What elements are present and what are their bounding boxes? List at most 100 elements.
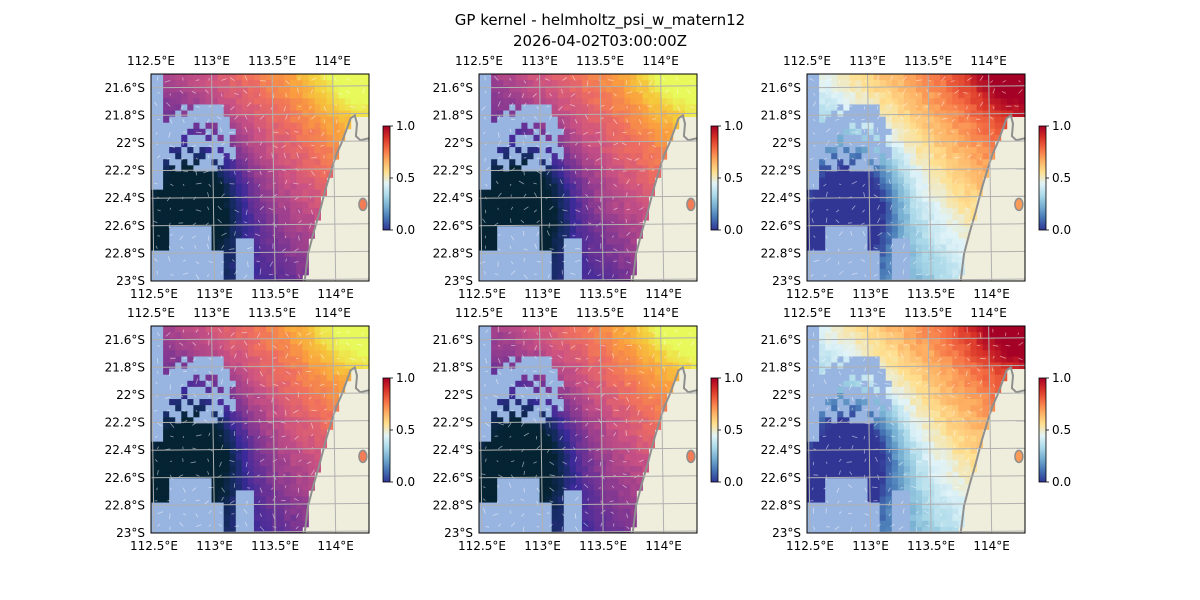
island xyxy=(686,197,696,212)
lon-tick-label-bottom: 113.5°E xyxy=(251,539,299,553)
lat-tick-label: 21.8°S xyxy=(761,360,801,374)
colorbar-tick-label: 0.5 xyxy=(1052,171,1071,185)
island xyxy=(1014,197,1024,212)
lat-tick-label: 21.8°S xyxy=(433,108,473,122)
colorbar-tick-label: 0.0 xyxy=(724,223,743,237)
colorbar: 0.0 0.5 1.0 xyxy=(382,371,415,489)
lat-tick-label: 22.4°S xyxy=(105,443,145,457)
lon-tick-label-top: 113°E xyxy=(193,54,230,68)
colorbar: 0.0 0.5 1.0 xyxy=(1038,371,1071,489)
island xyxy=(686,449,696,464)
map-panel: 112.5°E 112.5°E 113°E 113°E 113.5°E 113.5°E 11… xyxy=(105,306,370,553)
lon-tick-label-top: 113°E xyxy=(849,54,886,68)
lat-tick-label: 21.6°S xyxy=(433,333,473,347)
lat-tick-label: 22.6°S xyxy=(761,471,801,485)
lon-tick-label-top: 114°E xyxy=(970,54,1007,68)
lon-tick-label-top: 113.5°E xyxy=(904,306,952,320)
map-frame xyxy=(806,325,1026,534)
lon-tick-label-top: 113°E xyxy=(521,54,558,68)
lon-tick-label-top: 112.5°E xyxy=(455,306,503,320)
lat-tick-label: 22.8°S xyxy=(433,498,473,512)
lat-tick-label: 21.6°S xyxy=(105,81,145,95)
velocity-arrows xyxy=(480,326,695,533)
coastline xyxy=(303,365,369,533)
lon-tick-label-top: 113°E xyxy=(193,306,230,320)
lat-tick-label: 22.8°S xyxy=(433,246,473,260)
lat-tick-label: 22°S xyxy=(772,136,801,150)
lon-tick-label-bottom: 113°E xyxy=(196,539,233,553)
colorbar-gradient xyxy=(710,377,719,483)
lat-tick-label: 22.2°S xyxy=(433,164,473,178)
lat-tick-label: 22.4°S xyxy=(761,443,801,457)
lat-tick-label: 22.6°S xyxy=(761,219,801,233)
lat-tick-label: 23°S xyxy=(116,526,145,540)
velocity-arrows xyxy=(151,75,367,280)
colorbar-tick-label: 1.0 xyxy=(1052,371,1071,385)
data-field xyxy=(807,74,1025,281)
lat-tick-label: 21.6°S xyxy=(761,81,801,95)
lon-tick-label-top: 112.5°E xyxy=(783,54,831,68)
map-frame xyxy=(806,73,1026,282)
lat-tick-label: 21.6°S xyxy=(105,333,145,347)
figure-subtitle: 2026-04-02T03:00:00Z xyxy=(513,32,687,50)
lat-tick-label: 22°S xyxy=(116,388,145,402)
map-panel: 112.5°E 112.5°E 113°E 113°E 113.5°E 113.5°E 11… xyxy=(433,306,698,553)
velocity-arrows xyxy=(809,75,1023,278)
coastline xyxy=(959,365,1025,533)
data-field xyxy=(807,326,1025,533)
lon-tick-label-bottom: 113.5°E xyxy=(579,539,627,553)
lat-tick-label: 22.8°S xyxy=(105,246,145,260)
graticule xyxy=(807,326,1025,533)
lon-tick-label-top: 113°E xyxy=(849,306,886,320)
colorbar: 0.0 0.5 1.0 xyxy=(710,371,743,489)
lat-tick-label: 23°S xyxy=(116,274,145,288)
colorbar-tick-label: 0.0 xyxy=(724,475,743,489)
lat-tick-label: 22.2°S xyxy=(105,416,145,430)
lon-tick-label-bottom: 112.5°E xyxy=(786,539,834,553)
lon-tick-label-bottom: 113.5°E xyxy=(251,287,299,301)
lon-tick-label-top: 114°E xyxy=(970,306,1007,320)
lon-tick-label-bottom: 113.5°E xyxy=(907,287,955,301)
lon-tick-label-top: 112.5°E xyxy=(783,306,831,320)
lat-tick-label: 21.6°S xyxy=(761,333,801,347)
lon-tick-label-bottom: 114°E xyxy=(973,539,1010,553)
lon-tick-label-top: 112.5°E xyxy=(127,54,175,68)
map-panel: 112.5°E 112.5°E 113°E 113°E 113.5°E 113.5°E 11… xyxy=(105,54,370,301)
coastline xyxy=(959,113,1025,281)
coastline xyxy=(631,113,697,281)
lat-tick-label: 23°S xyxy=(444,526,473,540)
lon-tick-label-top: 114°E xyxy=(642,306,679,320)
lon-tick-label-bottom: 112.5°E xyxy=(458,287,506,301)
graticule xyxy=(151,326,369,533)
colorbar-gradient xyxy=(1038,125,1047,231)
colorbar: 0.0 0.5 1.0 xyxy=(710,119,743,237)
colorbar-tick-label: 1.0 xyxy=(1052,119,1071,133)
colorbar-tick-label: 0.5 xyxy=(724,423,743,437)
lat-tick-label: 22.6°S xyxy=(433,219,473,233)
lon-tick-label-top: 112.5°E xyxy=(455,54,503,68)
map-panel: 112.5°E 112.5°E 113°E 113°E 113.5°E 113.5°E 11… xyxy=(761,306,1026,553)
island xyxy=(358,449,368,464)
lon-tick-label-top: 113°E xyxy=(521,306,558,320)
colorbar-tick-label: 0.0 xyxy=(396,475,415,489)
lon-tick-label-bottom: 113°E xyxy=(852,287,889,301)
lon-tick-label-bottom: 112.5°E xyxy=(458,539,506,553)
map-frame xyxy=(150,325,370,534)
colorbar-tick-label: 0.0 xyxy=(1052,223,1071,237)
lat-tick-label: 22.6°S xyxy=(105,471,145,485)
lon-tick-label-bottom: 114°E xyxy=(645,287,682,301)
lat-tick-label: 22.2°S xyxy=(761,416,801,430)
colorbar-tick-label: 0.0 xyxy=(1052,475,1071,489)
figure-title: GP kernel - helmholtz_psi_w_matern12 xyxy=(454,11,746,29)
lon-tick-label-bottom: 114°E xyxy=(645,539,682,553)
lon-tick-label-top: 112.5°E xyxy=(127,306,175,320)
lon-tick-label-bottom: 114°E xyxy=(973,287,1010,301)
lon-tick-label-top: 114°E xyxy=(314,54,351,68)
map-panel: 112.5°E 112.5°E 113°E 113°E 113.5°E 113.5°E 11… xyxy=(761,54,1026,301)
colorbar-tick-label: 1.0 xyxy=(724,119,743,133)
lat-tick-label: 22°S xyxy=(116,136,145,150)
lon-tick-label-bottom: 113°E xyxy=(196,287,233,301)
colorbar-tick-label: 0.5 xyxy=(1052,423,1071,437)
colorbar-gradient xyxy=(710,125,719,231)
lon-tick-label-top: 114°E xyxy=(642,54,679,68)
